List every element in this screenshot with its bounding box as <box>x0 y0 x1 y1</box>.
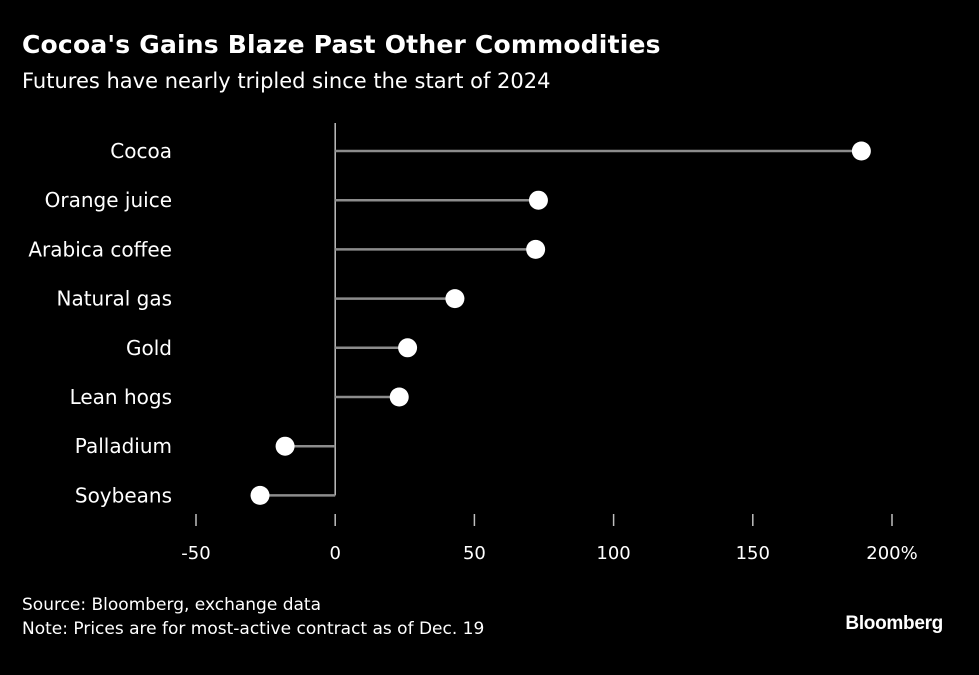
data-point <box>445 289 465 309</box>
data-point <box>526 239 546 259</box>
data-point <box>250 485 270 505</box>
x-tick-label: 0 <box>329 543 340 564</box>
category-label: Cocoa <box>110 139 172 163</box>
category-label: Lean hogs <box>70 385 172 409</box>
data-point <box>851 141 871 161</box>
data-point <box>398 338 418 358</box>
x-tick-label: 100 <box>596 543 630 564</box>
data-point <box>275 436 295 456</box>
category-label: Gold <box>126 336 172 360</box>
x-tick-label: 200% <box>866 543 917 564</box>
category-label: Orange juice <box>45 188 172 212</box>
category-label: Arabica coffee <box>28 237 172 261</box>
chart-subtitle: Futures have nearly tripled since the st… <box>22 69 551 93</box>
x-tick-label: -50 <box>181 543 210 564</box>
data-point <box>389 387 409 407</box>
category-label: Soybeans <box>75 483 172 507</box>
source-note: Source: Bloomberg, exchange data <box>22 595 321 615</box>
category-label: Natural gas <box>57 287 173 311</box>
x-tick-label: 150 <box>736 543 770 564</box>
data-point <box>528 190 548 210</box>
category-label: Palladium <box>75 434 172 458</box>
x-tick-label: 50 <box>463 543 486 564</box>
bloomberg-logo: Bloomberg <box>845 613 943 634</box>
chart-title: Cocoa's Gains Blaze Past Other Commoditi… <box>22 30 661 59</box>
footnote: Note: Prices are for most-active contrac… <box>22 619 485 639</box>
